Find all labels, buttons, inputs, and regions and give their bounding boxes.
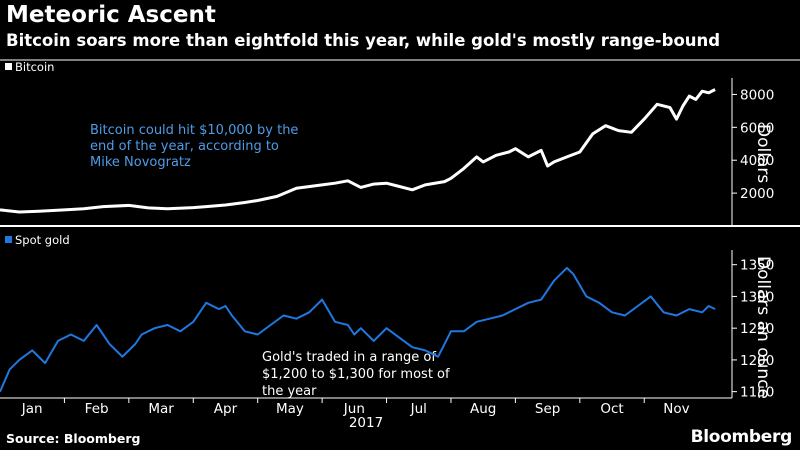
x-tick-label: Oct — [600, 401, 623, 417]
gold-legend-swatch — [5, 236, 12, 243]
bitcoin-annotation: Bitcoin could hit $10,000 by the end of … — [90, 123, 303, 170]
gold-y-ticks: 1150 1200 1250 1300 1350 — [732, 258, 774, 401]
gold-y-axis-title: Dollars an ounce — [753, 256, 773, 399]
gold-annotation-line-3: the year — [262, 384, 317, 399]
x-tick-label: Jan — [21, 401, 43, 417]
chart-subtitle: Bitcoin soars more than eightfold this y… — [6, 31, 721, 50]
gold-series-line — [0, 266, 716, 393]
gold-y-tick-label: 1200 — [740, 353, 774, 369]
x-tick-label: May — [276, 401, 304, 417]
bloomberg-logo: Bloomberg — [690, 427, 793, 447]
bitcoin-legend-swatch — [5, 63, 12, 70]
bitcoin-annotation-line-3: Mike Novogratz — [90, 155, 191, 170]
gold-annotation-line-2: $1,200 to $1,300 for most of — [262, 367, 450, 382]
source-note: Source: Bloomberg — [6, 431, 141, 446]
x-tick-label: Apr — [214, 401, 238, 417]
x-tick-label: Jun — [343, 401, 365, 417]
gold-y-tick-label: 1250 — [740, 321, 774, 337]
x-tick-label: Nov — [663, 401, 689, 417]
gold-annotation: Gold's traded in a range of $1,200 to $1… — [262, 350, 454, 399]
x-tick-label: Jul — [410, 401, 427, 417]
bitcoin-y-axis-title: Dollars — [753, 124, 773, 183]
x-tick-label: Mar — [148, 401, 174, 417]
x-tick-label: Aug — [470, 401, 496, 417]
gold-legend-label: Spot gold — [15, 233, 70, 247]
bitcoin-annotation-line-1: Bitcoin could hit $10,000 by the — [90, 123, 298, 138]
bitcoin-y-tick-label: 8000 — [740, 87, 774, 103]
bitcoin-y-tick-label: 2000 — [740, 186, 774, 202]
x-axis-ticks: Jan Feb Mar Apr May Jun Jul Aug Sep Oct Nov — [21, 398, 690, 417]
bitcoin-annotation-line-2: end of the year, according to — [90, 139, 279, 154]
gold-y-tick-label: 1150 — [740, 385, 774, 401]
bitcoin-y-tick-label: 6000 — [740, 120, 774, 136]
gold-y-tick-label: 1300 — [740, 289, 774, 305]
gold-annotation-line-1: Gold's traded in a range of — [262, 350, 436, 365]
gold-y-tick-label: 1350 — [740, 258, 774, 274]
bitcoin-legend-label: Bitcoin — [15, 60, 54, 74]
x-tick-label: Sep — [535, 401, 560, 417]
x-axis-year-label: 2017 — [349, 415, 383, 431]
bitcoin-y-ticks: 2000 4000 6000 8000 — [732, 87, 774, 202]
bitcoin-y-tick-label: 4000 — [740, 153, 774, 169]
x-tick-label: Feb — [85, 401, 109, 417]
chart-title: Meteoric Ascent — [6, 2, 216, 28]
bitcoin-series-line — [0, 88, 716, 214]
